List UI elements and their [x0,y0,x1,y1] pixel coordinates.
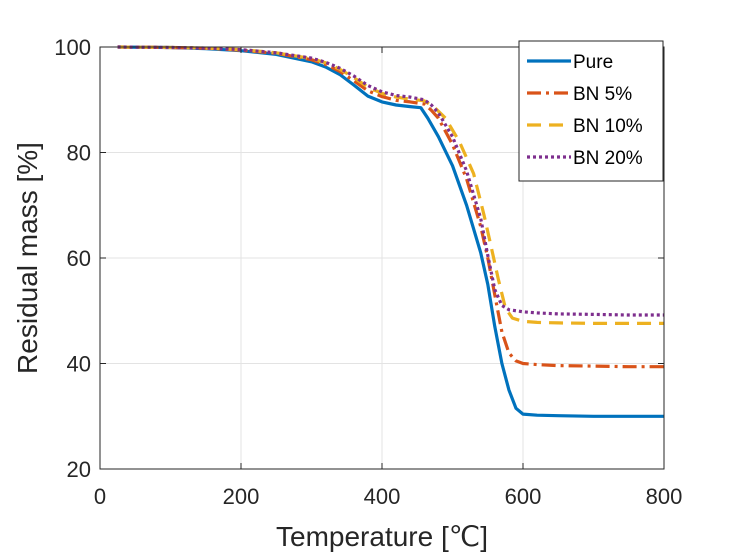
legend-label-4: BN 20% [573,148,643,169]
series-line-2 [117,45,664,369]
y-tick-label: 40 [67,352,91,377]
y-tick-label: 60 [67,246,91,271]
axis-ticks: 0 200 400 600 800 20 40 60 80 100 [54,35,682,509]
y-tick-label: 100 [54,35,91,60]
series-line-1 [117,45,664,418]
x-tick-label: 0 [94,484,106,509]
y-tick-label: 80 [67,141,91,166]
legend-label-1: Pure [573,52,613,73]
x-tick-label: 200 [223,484,260,509]
legend-box [518,40,664,182]
y-tick-label: 20 [67,457,91,482]
x-axis-title: Temperature [℃] [276,521,488,552]
legend-label-2: BN 5% [573,84,632,105]
data-series [117,45,664,418]
series-line-4 [117,45,664,317]
x-tick-label: 400 [364,484,401,509]
legend-label-3: BN 10% [573,116,643,137]
legend: Pure BN 5% BN 10% BN 20% [518,40,664,182]
y-axis-title: Residual mass [%] [12,142,43,374]
x-tick-label: 600 [505,484,542,509]
x-tick-label: 800 [646,484,683,509]
